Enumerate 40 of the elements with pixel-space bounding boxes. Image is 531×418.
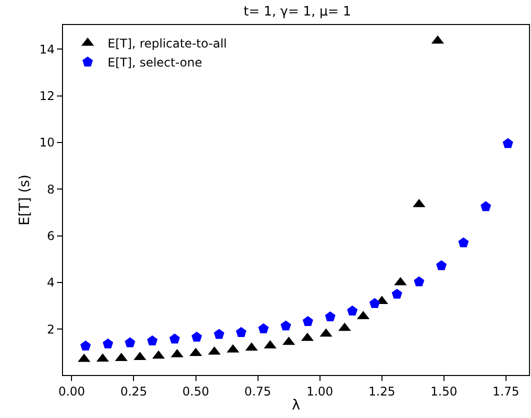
legend-label: E[T], select-one: [108, 56, 202, 70]
point: [502, 138, 514, 148]
point: [458, 237, 469, 248]
point: [480, 201, 492, 212]
legend-label: E[T], replicate-to-all: [108, 36, 227, 51]
point: [414, 276, 424, 286]
point: [102, 338, 114, 348]
y-tick-label: 12: [39, 88, 55, 103]
point: [169, 334, 180, 344]
point: [280, 320, 292, 330]
x-axis-title: λ: [292, 398, 300, 414]
x-tick-label: 0.50: [182, 384, 210, 398]
point: [302, 316, 314, 326]
point: [80, 340, 91, 350]
y-axis-title: E[T] (s): [16, 174, 33, 226]
x-tick-label: 1.75: [492, 384, 520, 398]
x-tick-label: 1.50: [430, 384, 458, 398]
point: [214, 328, 224, 339]
y-tick-label: 10: [39, 136, 55, 150]
point: [369, 298, 380, 308]
x-tick-label: 0.75: [244, 384, 272, 398]
x-tick-label: 0.00: [58, 384, 86, 398]
x-tick-label: 0.25: [120, 384, 148, 398]
point: [258, 323, 269, 334]
point: [325, 311, 336, 322]
y-tick-label: 6: [46, 229, 55, 244]
chart-title: t= 1, γ= 1, μ= 1: [244, 4, 352, 20]
y-tick-label: 4: [46, 276, 55, 290]
x-tick-label: 1.00: [306, 384, 334, 398]
y-tick-label: 14: [39, 42, 55, 56]
point: [236, 327, 246, 337]
point: [147, 335, 158, 346]
x-tick-label: 1.25: [368, 384, 396, 398]
point: [392, 288, 402, 299]
y-tick-label: 8: [46, 182, 55, 196]
y-tick-label: 2: [46, 322, 55, 336]
point: [436, 260, 447, 270]
point: [347, 306, 358, 316]
point: [124, 337, 136, 348]
point: [192, 332, 202, 342]
